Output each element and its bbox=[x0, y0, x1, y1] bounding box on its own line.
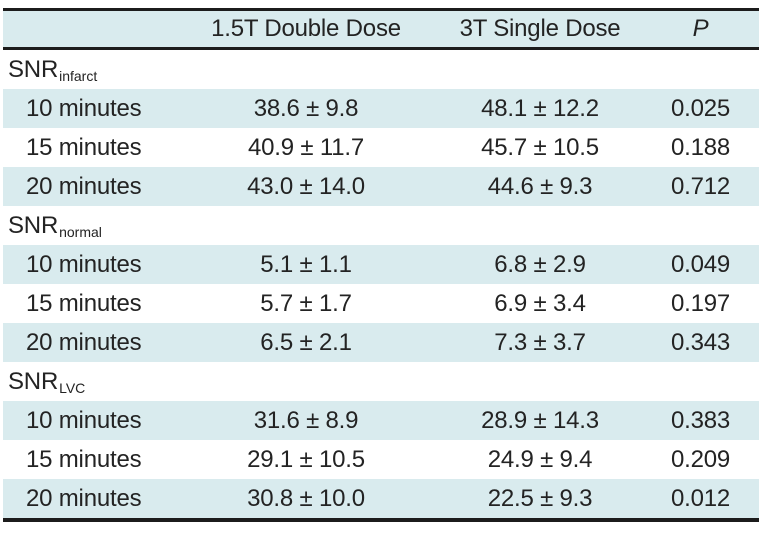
value-p: 0.188 bbox=[670, 133, 731, 161]
time-label: 20 minutes bbox=[26, 484, 142, 512]
value-p: 0.712 bbox=[670, 172, 731, 200]
section-label-infarct: SNRinfarct bbox=[3, 56, 186, 84]
value-15t: 6.5 ± 2.1 bbox=[260, 328, 352, 356]
value-3t: 6.9 ± 3.4 bbox=[494, 289, 586, 317]
header-15t-double-dose: 1.5T Double Dose bbox=[211, 15, 401, 42]
section-label-subscript: LVC bbox=[59, 379, 86, 396]
value-15t: 30.8 ± 10.0 bbox=[247, 484, 365, 512]
table-row: 10 minutes 38.6 ± 9.8 48.1 ± 12.2 0.025 bbox=[3, 89, 759, 128]
time-label: 15 minutes bbox=[26, 133, 142, 161]
section-label-row-normal: SNRnormal bbox=[3, 206, 759, 245]
value-3t: 45.7 ± 10.5 bbox=[481, 133, 599, 161]
table-row: 15 minutes 40.9 ± 11.7 45.7 ± 10.5 0.188 bbox=[3, 128, 759, 167]
section-label-main: SNR bbox=[8, 211, 59, 239]
value-3t: 22.5 ± 9.3 bbox=[487, 484, 593, 512]
value-p: 0.197 bbox=[670, 289, 731, 317]
table-row: 20 minutes 6.5 ± 2.1 7.3 ± 3.7 0.343 bbox=[3, 323, 759, 362]
table-row: 10 minutes 31.6 ± 8.9 28.9 ± 14.3 0.383 bbox=[3, 401, 759, 440]
snr-comparison-table: 1.5T Double Dose 3T Single Dose P SNRinf… bbox=[3, 8, 759, 522]
section-label-main: SNR bbox=[8, 367, 59, 395]
section-label-normal: SNRnormal bbox=[3, 212, 186, 240]
section-label-main: SNR bbox=[8, 55, 59, 83]
value-15t: 29.1 ± 10.5 bbox=[247, 445, 365, 473]
value-3t: 44.6 ± 9.3 bbox=[487, 172, 593, 200]
section-label-row-infarct: SNRinfarct bbox=[3, 50, 759, 89]
time-label: 10 minutes bbox=[26, 406, 142, 434]
value-15t: 31.6 ± 8.9 bbox=[253, 406, 359, 434]
header-p-value: P bbox=[692, 15, 709, 42]
time-label: 15 minutes bbox=[26, 289, 142, 317]
value-p: 0.209 bbox=[670, 445, 731, 473]
value-15t: 40.9 ± 11.7 bbox=[248, 133, 364, 161]
value-15t: 43.0 ± 14.0 bbox=[247, 172, 365, 200]
table-row: 15 minutes 29.1 ± 10.5 24.9 ± 9.4 0.209 bbox=[3, 440, 759, 479]
value-p: 0.383 bbox=[670, 406, 731, 434]
header-3t-single-dose: 3T Single Dose bbox=[459, 15, 621, 42]
table-row: 20 minutes 43.0 ± 14.0 44.6 ± 9.3 0.712 bbox=[3, 167, 759, 206]
value-p: 0.012 bbox=[670, 484, 731, 512]
time-label: 20 minutes bbox=[26, 172, 142, 200]
value-p: 0.025 bbox=[670, 94, 731, 122]
value-15t: 5.7 ± 1.7 bbox=[260, 289, 352, 317]
table-row: 20 minutes 30.8 ± 10.0 22.5 ± 9.3 0.012 bbox=[3, 479, 759, 518]
value-3t: 48.1 ± 12.2 bbox=[481, 94, 599, 122]
section-label-subscript: infarct bbox=[59, 67, 98, 84]
section-label-subscript: normal bbox=[59, 223, 102, 240]
time-label: 10 minutes bbox=[26, 94, 142, 122]
table-row: 15 minutes 5.7 ± 1.7 6.9 ± 3.4 0.197 bbox=[3, 284, 759, 323]
value-p: 0.049 bbox=[670, 250, 731, 278]
value-p: 0.343 bbox=[670, 328, 731, 356]
value-3t: 6.8 ± 2.9 bbox=[494, 250, 586, 278]
table-top-border bbox=[3, 8, 759, 11]
value-15t: 38.6 ± 9.8 bbox=[253, 94, 359, 122]
table-row: 10 minutes 5.1 ± 1.1 6.8 ± 2.9 0.049 bbox=[3, 245, 759, 284]
table-bottom-border bbox=[3, 518, 759, 522]
section-label-lvc: SNRLVC bbox=[3, 368, 186, 396]
time-label: 20 minutes bbox=[26, 328, 142, 356]
table-header-row: 1.5T Double Dose 3T Single Dose P bbox=[3, 11, 759, 47]
time-label: 15 minutes bbox=[26, 445, 142, 473]
time-label: 10 minutes bbox=[26, 250, 142, 278]
value-3t: 24.9 ± 9.4 bbox=[487, 445, 593, 473]
section-label-row-lvc: SNRLVC bbox=[3, 362, 759, 401]
value-15t: 5.1 ± 1.1 bbox=[260, 250, 352, 278]
value-3t: 28.9 ± 14.3 bbox=[481, 406, 599, 434]
value-3t: 7.3 ± 3.7 bbox=[494, 328, 586, 356]
header-divider bbox=[3, 47, 759, 50]
